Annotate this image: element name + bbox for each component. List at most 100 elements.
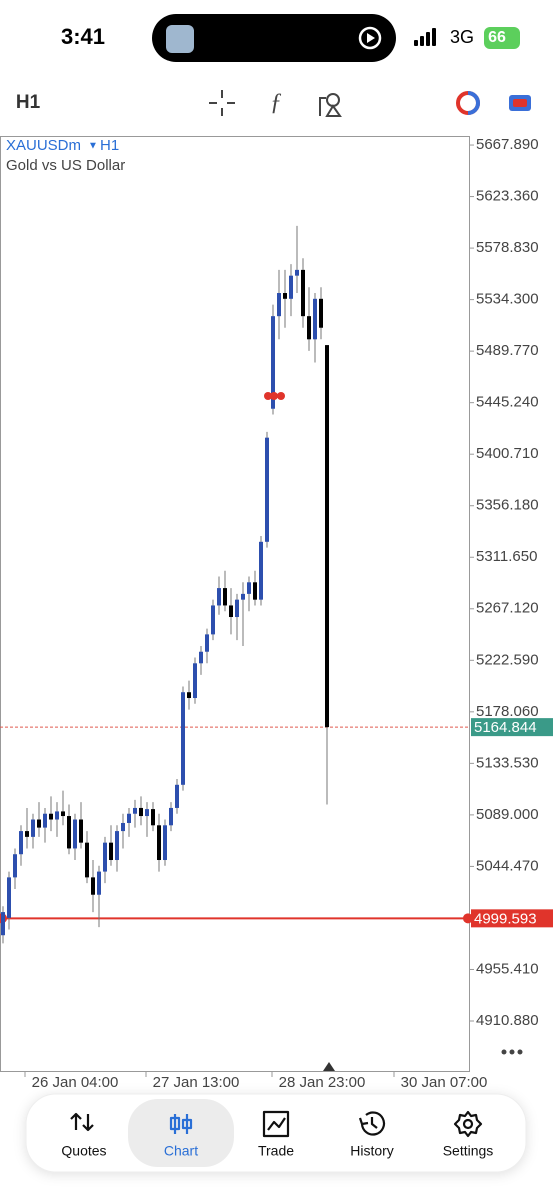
- candle-body: [241, 593, 245, 600]
- battery-level: 66: [488, 29, 506, 46]
- app-icon: [166, 25, 194, 53]
- candle-body: [307, 316, 311, 340]
- candle-body: [193, 663, 197, 699]
- candle-body: [133, 807, 137, 814]
- play-icon: [367, 33, 375, 43]
- play-icon: [358, 26, 382, 50]
- network: 3G: [450, 27, 474, 47]
- tab-icon[interactable]: [358, 1111, 386, 1136]
- tab-icon[interactable]: [462, 1118, 474, 1130]
- objects-icon[interactable]: [319, 93, 342, 117]
- y-tick-label: 5667.890: [476, 136, 539, 153]
- x-tick-label: 28 Jan 23:00: [279, 1074, 366, 1091]
- candle-body: [145, 809, 149, 817]
- x-tick-label: 30 Jan 07:00: [401, 1074, 488, 1091]
- candle-body: [199, 651, 203, 664]
- candle-body: [31, 819, 35, 837]
- candle-body: [319, 298, 323, 328]
- candle-body: [265, 437, 269, 542]
- candle-body: [253, 582, 257, 600]
- candle-body: [259, 541, 263, 600]
- x-tick-label: 27 Jan 13:00: [153, 1074, 240, 1091]
- candle-body: [85, 842, 89, 878]
- candle-body: [139, 807, 143, 817]
- candle-body: [19, 831, 23, 855]
- signal-icon: [414, 28, 436, 46]
- price-label: 4999.593: [474, 910, 537, 927]
- description: Gold vs US Dollar: [6, 157, 125, 174]
- candle-body: [211, 605, 215, 635]
- chart-frame: [0, 136, 470, 1072]
- order-marker: [264, 392, 272, 400]
- order-marker: [270, 392, 278, 400]
- candle-body: [61, 811, 65, 817]
- dropdown-arrow[interactable]: ▼: [88, 141, 98, 152]
- candle-body: [187, 692, 191, 699]
- candle-body: [91, 877, 95, 895]
- candle-body: [109, 842, 113, 861]
- candle-body: [115, 831, 119, 861]
- tab-icon[interactable]: [70, 1112, 94, 1132]
- candle-body: [79, 819, 83, 843]
- status-time: 3:41: [61, 24, 105, 49]
- y-tick-label: 5311.650: [476, 548, 537, 565]
- tab-label[interactable]: Chart: [164, 1143, 198, 1159]
- y-tick-label: 4910.880: [476, 1012, 539, 1029]
- candle-body: [295, 269, 299, 276]
- candle-body: [49, 813, 53, 820]
- crosshair-icon[interactable]: [209, 90, 235, 116]
- candle-body: [55, 811, 59, 820]
- candle-body: [247, 582, 251, 594]
- chart-timeframe: H1: [100, 137, 119, 154]
- y-tick-label: 5400.710: [476, 445, 539, 462]
- tab-icon[interactable]: [169, 1114, 193, 1134]
- candle-body: [151, 809, 155, 826]
- candle-body: [301, 269, 305, 317]
- y-tick-label: 5489.770: [476, 342, 539, 359]
- candle-body: [163, 825, 167, 861]
- tab-bar: [25, 1093, 527, 1173]
- candle-body: [235, 599, 239, 618]
- price-label-bg: [471, 909, 553, 928]
- candle-body: [1, 912, 5, 936]
- tab-label[interactable]: Settings: [443, 1143, 494, 1159]
- tab-icon[interactable]: [262, 1110, 290, 1138]
- tab-label[interactable]: Quotes: [61, 1143, 106, 1159]
- candle-body: [271, 316, 275, 409]
- shift-marker: [323, 1062, 335, 1071]
- symbol: XAUUSDm: [6, 137, 81, 154]
- candle-body: [277, 293, 281, 317]
- chart-type-icon[interactable]: [467, 91, 480, 115]
- price-label-bg: [471, 718, 553, 737]
- tab-label[interactable]: History: [350, 1143, 394, 1159]
- candle-body: [205, 634, 209, 652]
- more-icon[interactable]: [501, 1049, 523, 1055]
- dynamic-island: [152, 14, 396, 62]
- candle-body: [43, 813, 47, 828]
- y-tick-label: 5222.590: [476, 651, 539, 668]
- candle-body: [67, 816, 71, 849]
- candle-body: [7, 877, 11, 918]
- y-tick-label: 5089.000: [476, 806, 539, 823]
- level-handle[interactable]: [463, 913, 473, 924]
- timeframe-button[interactable]: H1: [16, 92, 41, 113]
- candle-body: [103, 842, 107, 872]
- y-tick-label: 5623.360: [476, 188, 539, 205]
- y-tick-label: 4955.410: [476, 960, 539, 977]
- order-marker: [277, 392, 285, 400]
- tab-icon[interactable]: [453, 1110, 483, 1138]
- x-tick-label: 26 Jan 04:00: [32, 1074, 119, 1091]
- y-tick-label: 5133.530: [476, 754, 539, 771]
- battery: [484, 27, 520, 49]
- candle-body: [229, 605, 233, 618]
- candle-body: [181, 692, 185, 785]
- y-tick-label: 5267.120: [476, 600, 539, 617]
- candle-body: [283, 293, 287, 299]
- indicators-icon[interactable]: ƒ: [270, 90, 282, 116]
- candle-body: [289, 275, 293, 299]
- candle-body: [157, 825, 161, 861]
- tab-label[interactable]: Trade: [258, 1143, 294, 1159]
- candle-body: [313, 298, 317, 340]
- trade-icon[interactable]: [513, 99, 527, 107]
